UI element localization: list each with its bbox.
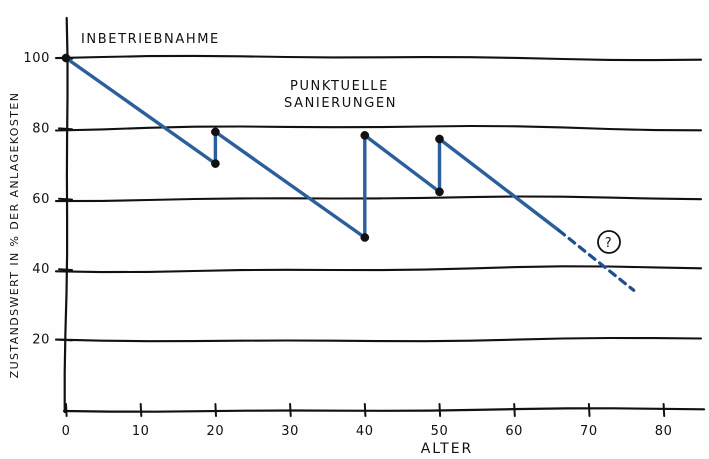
x-tick-50 [438, 403, 442, 417]
y-tick-label-20: 20 [32, 333, 50, 348]
y-tick-label-40: 40 [32, 262, 50, 277]
x-tick-80 [662, 403, 666, 417]
gridline-40 [54, 265, 703, 274]
series-layer [64, 56, 636, 292]
annotation-question-mark: ? [605, 236, 614, 251]
data-point-1-6 [435, 187, 444, 197]
x-tick-0 [65, 403, 68, 417]
forecast-line [557, 228, 636, 292]
data-point-1-5 [360, 131, 370, 140]
x-tick-70 [587, 403, 591, 417]
data-point-1-7 [435, 134, 444, 144]
y-axis-line [63, 16, 69, 414]
x-axis-title: ALTER [421, 441, 474, 457]
y-tick-40 [58, 268, 73, 271]
x-tick-label-20: 20 [207, 424, 225, 439]
question-mark-circle [597, 230, 621, 254]
x-tick-30 [289, 403, 292, 417]
gridline-20 [54, 336, 703, 343]
y-tick-20 [58, 338, 73, 342]
annotation-sanierungen: SANIERUNGEN [284, 96, 397, 111]
label-layer: 0 10 20 30 40 50 60 70 80 20 40 60 80 100 INBETRIEBNAH… [8, 32, 672, 457]
y-tick-80 [58, 127, 73, 131]
data-point-1-1 [61, 53, 71, 63]
x-tick-label-80: 80 [655, 424, 673, 439]
x-tick-label-10: 10 [132, 424, 150, 439]
gridline-60 [54, 195, 703, 203]
y-tick-label-60: 60 [32, 192, 50, 207]
y-tick-label-80: 80 [32, 121, 50, 136]
x-tick-label-60: 60 [505, 424, 523, 439]
data-point-1-3 [211, 127, 220, 137]
x-tick-10 [139, 403, 143, 417]
data-point-1-2 [211, 159, 220, 168]
x-tick-label-30: 30 [281, 424, 299, 439]
gridline-80 [54, 124, 703, 132]
annotation-punktuelle: PUNKTUELLE [290, 79, 389, 94]
x-axis-line [62, 407, 706, 413]
x-tick-label-70: 70 [580, 424, 598, 439]
annotation-inbetriebnahme: INBETRIEBNAHME [81, 32, 220, 47]
y-axis-title: ZUSTANDSWERT IN % DER ANLAGEKOSTEN [8, 92, 21, 379]
gridline-100 [54, 54, 703, 62]
x-tick-20 [214, 403, 217, 417]
x-tick-label-40: 40 [356, 424, 374, 439]
y-tick-60 [58, 197, 73, 201]
condition-line [64, 56, 561, 240]
y-tick-label-100: 100 [23, 51, 50, 66]
x-tick-label-50: 50 [431, 424, 449, 439]
x-tick-40 [363, 403, 367, 417]
x-tick-label-0: 0 [62, 424, 71, 439]
x-tick-60 [513, 403, 516, 417]
marker-layer [61, 53, 444, 242]
axes-layer [58, 16, 706, 417]
data-point-1-4 [360, 233, 370, 242]
